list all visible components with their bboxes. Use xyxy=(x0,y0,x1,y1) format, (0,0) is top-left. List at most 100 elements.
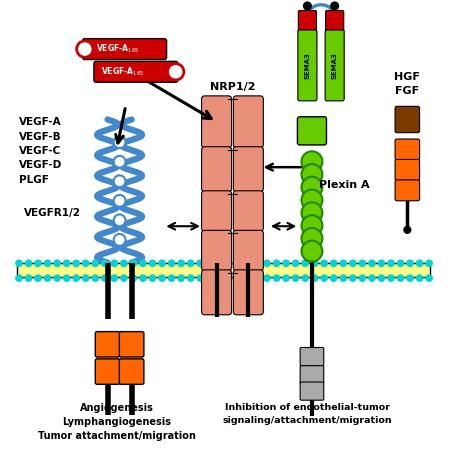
Text: VEGFR1/2: VEGFR1/2 xyxy=(24,207,81,218)
Circle shape xyxy=(101,260,109,267)
FancyBboxPatch shape xyxy=(233,96,264,148)
Circle shape xyxy=(167,64,184,80)
Circle shape xyxy=(263,274,271,282)
FancyBboxPatch shape xyxy=(233,270,264,315)
Circle shape xyxy=(368,260,376,267)
Circle shape xyxy=(301,260,309,267)
Circle shape xyxy=(301,228,322,249)
Text: Inhibition of endothelial-tumor
signaling/attachment/migration: Inhibition of endothelial-tumor signalin… xyxy=(223,404,392,425)
Circle shape xyxy=(129,274,137,282)
FancyBboxPatch shape xyxy=(395,159,419,181)
FancyBboxPatch shape xyxy=(201,96,232,148)
FancyBboxPatch shape xyxy=(395,106,419,133)
Circle shape xyxy=(44,274,52,282)
Circle shape xyxy=(358,274,366,282)
Text: VEGF-A
VEGF-B
VEGF-C
VEGF-D
PLGF: VEGF-A VEGF-B VEGF-C VEGF-D PLGF xyxy=(19,117,62,185)
FancyBboxPatch shape xyxy=(95,332,120,357)
FancyBboxPatch shape xyxy=(17,263,430,277)
FancyBboxPatch shape xyxy=(201,270,232,315)
Circle shape xyxy=(120,274,128,282)
Circle shape xyxy=(129,260,137,267)
Circle shape xyxy=(114,175,126,187)
FancyBboxPatch shape xyxy=(201,230,232,271)
Circle shape xyxy=(254,260,261,267)
Circle shape xyxy=(73,274,80,282)
Circle shape xyxy=(53,274,61,282)
Circle shape xyxy=(244,260,252,267)
Circle shape xyxy=(91,260,99,267)
FancyBboxPatch shape xyxy=(94,61,178,82)
FancyBboxPatch shape xyxy=(233,230,264,271)
Circle shape xyxy=(139,274,147,282)
FancyBboxPatch shape xyxy=(395,180,419,201)
Circle shape xyxy=(82,274,90,282)
Circle shape xyxy=(406,274,414,282)
Text: NRP1/2: NRP1/2 xyxy=(210,82,255,92)
Circle shape xyxy=(215,260,223,267)
Circle shape xyxy=(301,190,322,211)
Circle shape xyxy=(235,260,242,267)
Circle shape xyxy=(215,274,223,282)
Text: VEGF-A$_{165}$: VEGF-A$_{165}$ xyxy=(96,43,140,55)
Circle shape xyxy=(301,202,322,223)
Circle shape xyxy=(120,260,128,267)
Circle shape xyxy=(378,260,385,267)
Circle shape xyxy=(311,274,319,282)
Circle shape xyxy=(187,260,194,267)
Circle shape xyxy=(158,274,166,282)
Circle shape xyxy=(368,274,376,282)
Circle shape xyxy=(292,260,300,267)
FancyBboxPatch shape xyxy=(201,147,232,191)
Circle shape xyxy=(82,260,90,267)
Circle shape xyxy=(330,1,339,11)
FancyBboxPatch shape xyxy=(119,332,144,357)
FancyBboxPatch shape xyxy=(298,11,317,33)
Circle shape xyxy=(397,274,404,282)
Circle shape xyxy=(358,260,366,267)
FancyBboxPatch shape xyxy=(300,382,324,400)
Circle shape xyxy=(149,260,156,267)
Circle shape xyxy=(158,260,166,267)
FancyBboxPatch shape xyxy=(326,11,344,33)
Circle shape xyxy=(25,260,32,267)
Circle shape xyxy=(25,274,32,282)
Circle shape xyxy=(406,260,414,267)
Circle shape xyxy=(425,274,433,282)
Circle shape xyxy=(168,260,175,267)
FancyBboxPatch shape xyxy=(233,147,264,191)
Circle shape xyxy=(34,274,42,282)
Circle shape xyxy=(91,274,99,282)
Circle shape xyxy=(301,177,322,198)
Circle shape xyxy=(330,260,337,267)
Circle shape xyxy=(339,274,347,282)
Circle shape xyxy=(244,274,252,282)
Circle shape xyxy=(177,260,185,267)
Circle shape xyxy=(114,195,126,207)
Circle shape xyxy=(273,274,281,282)
Circle shape xyxy=(187,274,194,282)
Circle shape xyxy=(110,274,118,282)
Circle shape xyxy=(225,274,233,282)
Circle shape xyxy=(303,1,312,11)
Circle shape xyxy=(15,260,23,267)
Circle shape xyxy=(387,274,395,282)
Circle shape xyxy=(301,274,309,282)
Circle shape xyxy=(282,274,290,282)
Circle shape xyxy=(263,260,271,267)
Circle shape xyxy=(44,260,52,267)
Circle shape xyxy=(349,260,357,267)
FancyBboxPatch shape xyxy=(300,366,324,384)
Circle shape xyxy=(292,274,300,282)
FancyBboxPatch shape xyxy=(297,117,327,145)
Circle shape xyxy=(320,260,328,267)
Circle shape xyxy=(101,274,109,282)
Circle shape xyxy=(139,260,147,267)
Circle shape xyxy=(301,164,322,185)
Circle shape xyxy=(301,215,322,236)
Circle shape xyxy=(311,260,319,267)
Circle shape xyxy=(349,274,357,282)
Text: Angiogenesis
Lymphangiogenesis
Tumor attachment/migration: Angiogenesis Lymphangiogenesis Tumor att… xyxy=(38,404,196,441)
Circle shape xyxy=(330,274,337,282)
Circle shape xyxy=(387,260,395,267)
Circle shape xyxy=(301,241,322,262)
